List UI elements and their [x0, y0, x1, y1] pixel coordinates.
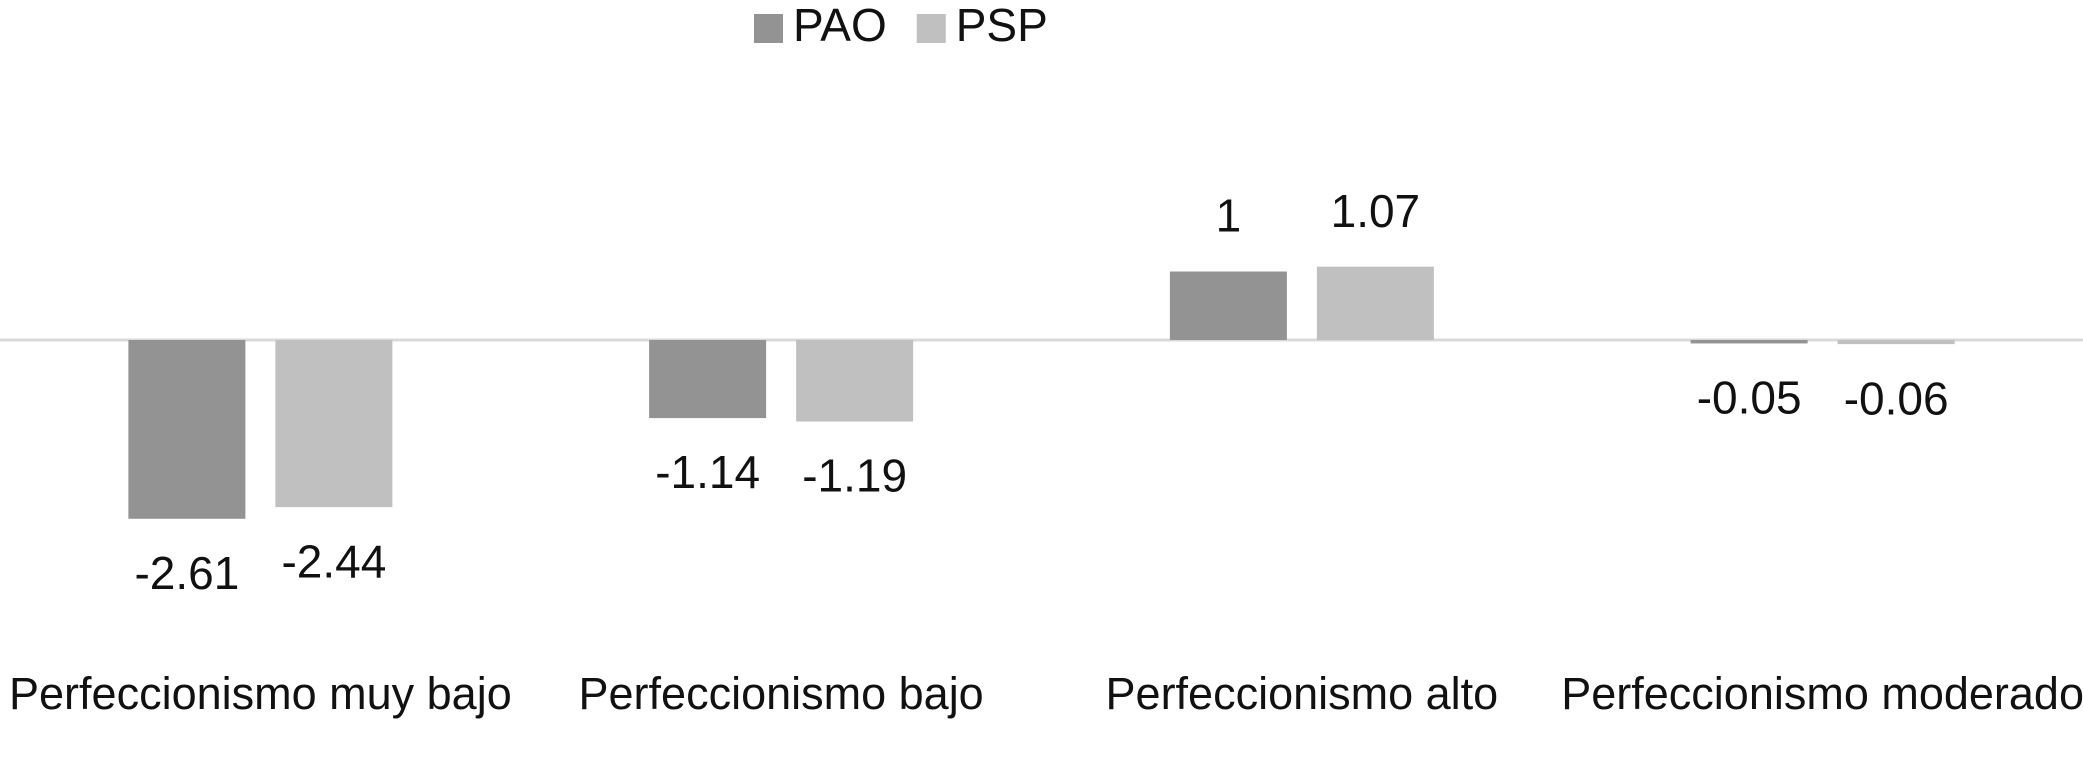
x-tick-label: Perfeccionismo bajo	[578, 668, 984, 719]
bar	[128, 340, 246, 519]
x-tick-label: Perfeccionismo muy bajo	[9, 668, 512, 719]
data-label: -2.44	[281, 535, 386, 587]
data-label: -1.19	[802, 450, 907, 502]
data-label: -1.14	[655, 446, 760, 498]
data-label: 1.07	[1331, 185, 1421, 237]
data-label: 1	[1216, 190, 1242, 242]
bar	[1837, 340, 1955, 345]
legend-swatch	[754, 14, 783, 43]
bar	[649, 340, 767, 419]
bar	[1690, 340, 1808, 344]
data-label: -2.61	[134, 547, 239, 599]
bar	[796, 340, 914, 422]
data-label: -0.05	[1697, 372, 1802, 424]
bar	[1316, 266, 1434, 340]
bar	[1169, 271, 1287, 340]
x-tick-label: Perfeccionismo moderado	[1561, 668, 2083, 719]
data-label: -0.06	[1844, 372, 1949, 424]
x-tick-label: Perfeccionismo alto	[1105, 668, 1499, 719]
legend-label: PSP	[956, 0, 1048, 51]
legend-label: PAO	[793, 0, 887, 51]
bar	[275, 340, 393, 508]
legend-swatch	[916, 14, 946, 43]
